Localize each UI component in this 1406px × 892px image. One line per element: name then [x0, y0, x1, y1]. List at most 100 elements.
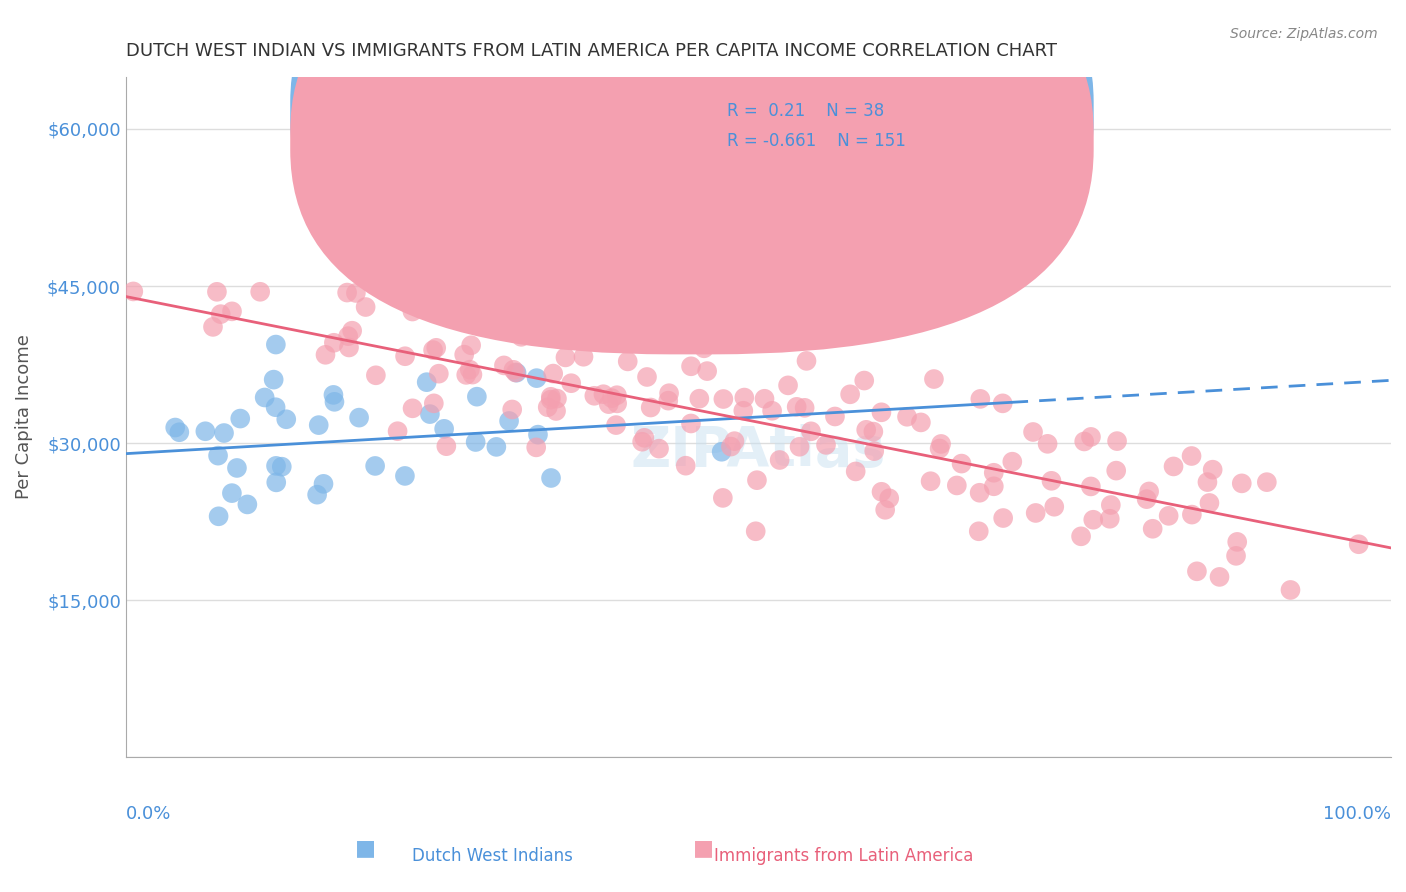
- Point: [815, 438, 838, 452]
- Point: [1036, 437, 1059, 451]
- Point: [221, 486, 243, 500]
- Point: [347, 410, 370, 425]
- Point: [592, 387, 614, 401]
- Point: [401, 401, 423, 416]
- Point: [253, 391, 276, 405]
- Point: [1256, 475, 1278, 490]
- Point: [896, 409, 918, 424]
- Point: [505, 307, 527, 321]
- Point: [745, 473, 768, 487]
- Point: [711, 491, 734, 505]
- Point: [314, 348, 336, 362]
- Point: [226, 461, 249, 475]
- Point: [591, 325, 613, 339]
- Point: [456, 368, 478, 382]
- Point: [419, 407, 441, 421]
- Point: [264, 401, 287, 415]
- Point: [544, 404, 567, 418]
- Point: [606, 396, 628, 410]
- Point: [1201, 463, 1223, 477]
- Point: [922, 372, 945, 386]
- Point: [560, 376, 582, 391]
- Point: [415, 375, 437, 389]
- Point: [541, 367, 564, 381]
- Point: [485, 440, 508, 454]
- Point: [1197, 475, 1219, 489]
- Point: [354, 300, 377, 314]
- Point: [845, 465, 868, 479]
- Point: [1105, 464, 1128, 478]
- Point: [588, 319, 610, 334]
- Text: Immigrants from Latin America: Immigrants from Latin America: [714, 847, 973, 865]
- Point: [433, 422, 456, 436]
- Point: [658, 386, 681, 401]
- Text: ZIPAtlas: ZIPAtlas: [631, 424, 886, 478]
- Point: [492, 359, 515, 373]
- Point: [169, 425, 191, 440]
- Point: [616, 354, 638, 368]
- Point: [800, 425, 823, 439]
- Point: [983, 466, 1005, 480]
- Point: [1083, 513, 1105, 527]
- Point: [696, 364, 718, 378]
- Point: [1098, 512, 1121, 526]
- Point: [1040, 474, 1063, 488]
- Point: [598, 397, 620, 411]
- Point: [270, 459, 292, 474]
- Point: [648, 442, 671, 456]
- Point: [967, 524, 990, 539]
- Point: [1226, 535, 1249, 549]
- Point: [631, 434, 654, 449]
- Text: ■: ■: [356, 838, 375, 858]
- Point: [264, 337, 287, 351]
- Point: [505, 366, 527, 380]
- Text: Dutch West Indians: Dutch West Indians: [412, 847, 572, 865]
- Text: R = -0.661    N = 151: R = -0.661 N = 151: [727, 132, 905, 150]
- Point: [733, 403, 755, 417]
- Point: [524, 441, 547, 455]
- Point: [969, 392, 991, 406]
- Point: [688, 392, 710, 406]
- Point: [510, 330, 533, 344]
- Point: [364, 458, 387, 473]
- Point: [122, 285, 145, 299]
- Point: [323, 394, 346, 409]
- Point: [1025, 506, 1047, 520]
- Point: [1001, 455, 1024, 469]
- Point: [453, 348, 475, 362]
- Point: [928, 442, 950, 456]
- Point: [946, 478, 969, 492]
- Point: [264, 458, 287, 473]
- Point: [853, 374, 876, 388]
- Point: [1137, 484, 1160, 499]
- Point: [337, 341, 360, 355]
- Point: [1043, 500, 1066, 514]
- Point: [439, 277, 461, 291]
- Point: [711, 392, 734, 406]
- Point: [340, 324, 363, 338]
- Point: [201, 319, 224, 334]
- Point: [991, 511, 1014, 525]
- Point: [910, 416, 932, 430]
- Point: [461, 368, 484, 382]
- Point: [1080, 430, 1102, 444]
- Point: [606, 388, 628, 402]
- Point: [863, 444, 886, 458]
- Point: [1136, 492, 1159, 507]
- Point: [929, 437, 952, 451]
- Point: [991, 396, 1014, 410]
- Point: [344, 285, 367, 300]
- Point: [387, 424, 409, 438]
- Text: Source: ZipAtlas.com: Source: ZipAtlas.com: [1230, 27, 1378, 41]
- Point: [605, 418, 627, 433]
- Text: DUTCH WEST INDIAN VS IMMIGRANTS FROM LATIN AMERICA PER CAPITA INCOME CORRELATION: DUTCH WEST INDIAN VS IMMIGRANTS FROM LAT…: [125, 42, 1057, 60]
- Point: [401, 304, 423, 318]
- Point: [554, 351, 576, 365]
- Point: [600, 391, 623, 405]
- Point: [205, 285, 228, 299]
- Point: [969, 485, 991, 500]
- Point: [1080, 479, 1102, 493]
- Point: [433, 305, 456, 319]
- Point: [1099, 498, 1122, 512]
- Point: [263, 373, 285, 387]
